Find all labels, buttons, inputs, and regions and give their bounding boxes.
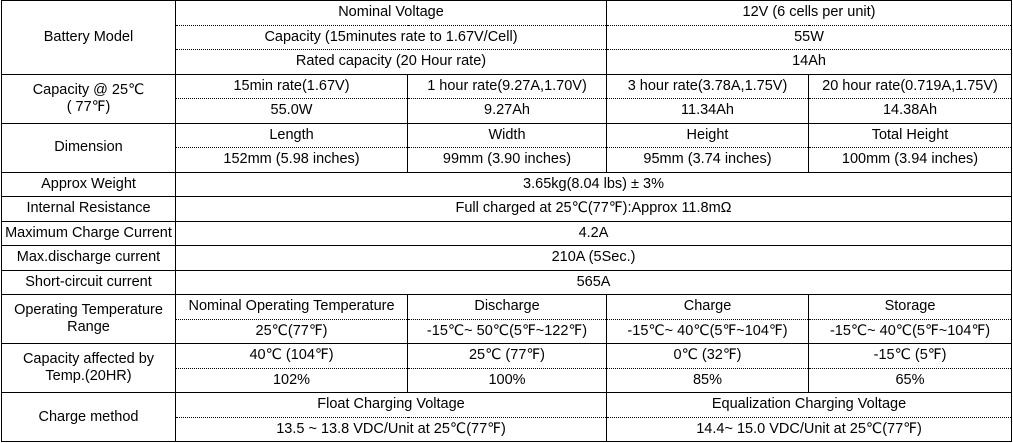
- capacity-temp-minus15c: -15℃ (5℉): [807, 343, 1013, 369]
- dimension-length-value: 152mm (5.98 inches): [175, 147, 408, 173]
- dimension-total-height-value: 100mm (3.94 inches): [807, 147, 1013, 173]
- charge-method-label: Charge method: [1, 392, 176, 442]
- nominal-voltage-label: Nominal Voltage: [175, 0, 607, 26]
- capacity-rate-20h: 20 hour rate(0.719A,1.75V): [807, 73, 1013, 99]
- discharge-temperature-value: -15℃~ 50℃(5℉~122℉): [407, 318, 607, 344]
- nominal-voltage-value: 12V (6 cells per unit): [605, 0, 1013, 26]
- battery-model-label: Battery Model: [1, 0, 176, 75]
- dimension-width-value: 99mm (3.90 inches): [407, 147, 607, 173]
- capacity-temp-label-line2: Temp.(20HR): [45, 368, 132, 384]
- dimension-width-label: Width: [407, 122, 607, 148]
- discharge-temperature-label: Discharge: [407, 294, 607, 320]
- approx-weight-label: Approx Weight: [1, 171, 176, 197]
- capacity-at-label: Capacity @ 25℃ ( 77℉): [1, 73, 176, 124]
- capacity-rate-3h: 3 hour rate(3.78A,1.75V): [606, 73, 809, 99]
- internal-resistance-value: Full charged at 25℃(77℉):Approx 11.8mΩ: [174, 196, 1013, 222]
- equalization-charging-voltage-label: Equalization Charging Voltage: [605, 392, 1013, 418]
- charge-temperature-label: Charge: [606, 294, 809, 320]
- capacity-temp-0c: 0℃ (32℉): [606, 343, 809, 369]
- dimension-height-label: Height: [606, 122, 809, 148]
- capacity-rate-15min: 15min rate(1.67V): [175, 73, 408, 99]
- operating-temperature-label: Operating Temperature Range: [1, 294, 176, 344]
- float-charging-voltage-value: 13.5 ~ 13.8 VDC/Unit at 25℃(77℉): [175, 416, 607, 442]
- rated-capacity-value: 14Ah: [605, 49, 1013, 75]
- max-charge-current-label: Maximum Charge Current: [1, 220, 176, 246]
- capacity-temp-0c-value: 85%: [606, 367, 809, 393]
- short-circuit-current-label: Short-circuit current: [1, 269, 176, 295]
- capacity-temp-40c-value: 102%: [175, 367, 408, 393]
- capacity-15min-label: Capacity (15minutes rate to 1.67V/Cell): [175, 24, 607, 50]
- capacity-temp-label: Capacity affected by Temp.(20HR): [1, 343, 176, 393]
- approx-weight-value: 3.65kg(8.04 lbs) ± 3%: [174, 171, 1013, 197]
- equalization-charging-voltage-value: 14.4~ 15.0 VDC/Unit at 25℃(77℉): [605, 416, 1013, 442]
- dimension-total-height-label: Total Height: [807, 122, 1013, 148]
- capacity-rate-1h: 1 hour rate(9.27A,1.70V): [407, 73, 607, 99]
- capacity-temp-25c-value: 100%: [407, 367, 607, 393]
- capacity-temp-minus15c-value: 65%: [807, 367, 1013, 393]
- capacity-value-1h: 9.27Ah: [407, 98, 607, 124]
- storage-temperature-label: Storage: [807, 294, 1013, 320]
- capacity-value-3h: 11.34Ah: [606, 98, 809, 124]
- capacity-at-label-line1: Capacity @ 25℃: [32, 81, 145, 98]
- max-discharge-current-label: Max.discharge current: [1, 245, 176, 271]
- capacity-value-20h: 14.38Ah: [807, 98, 1013, 124]
- short-circuit-current-value: 565A: [174, 269, 1013, 295]
- dimension-length-label: Length: [175, 122, 408, 148]
- dimension-label: Dimension: [1, 122, 176, 173]
- operating-temperature-label-line1: Operating Temperature: [14, 302, 163, 318]
- nominal-operating-temperature-label: Nominal Operating Temperature: [175, 294, 408, 320]
- max-discharge-current-value: 210A (5Sec.): [174, 245, 1013, 271]
- nominal-operating-temperature-value: 25℃(77℉): [175, 318, 408, 344]
- capacity-value-15min: 55.0W: [175, 98, 408, 124]
- float-charging-voltage-label: Float Charging Voltage: [175, 392, 607, 418]
- rated-capacity-label: Rated capacity (20 Hour rate): [175, 49, 607, 75]
- operating-temperature-label-line2: Range: [67, 319, 110, 335]
- dimension-height-value: 95mm (3.74 inches): [606, 147, 809, 173]
- max-charge-current-value: 4.2A: [174, 220, 1013, 246]
- internal-resistance-label: Internal Resistance: [1, 196, 176, 222]
- capacity-temp-label-line1: Capacity affected by: [22, 351, 155, 367]
- capacity-temp-25c: 25℃ (77℉): [407, 343, 607, 369]
- capacity-temp-40c: 40℃ (104℉): [175, 343, 408, 369]
- capacity-15min-value: 55W: [605, 24, 1013, 50]
- charge-temperature-value: -15℃~ 40℃(5℉~104℉): [606, 318, 809, 344]
- storage-temperature-value: -15℃~ 40℃(5℉~104℉): [807, 318, 1013, 344]
- capacity-at-label-line2: ( 77℉): [66, 98, 111, 115]
